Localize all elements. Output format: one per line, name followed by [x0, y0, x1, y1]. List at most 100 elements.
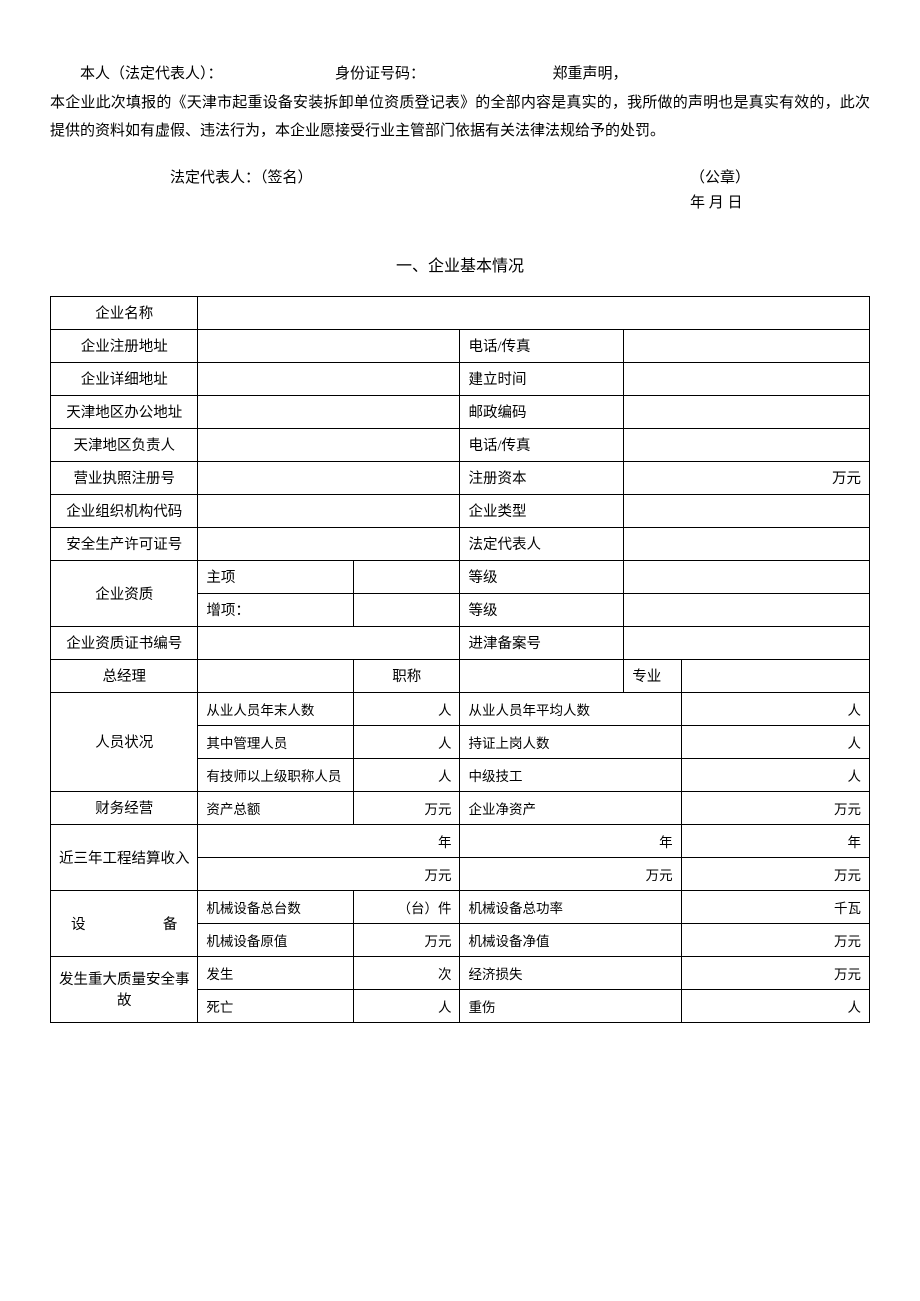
declaration-body: 本企业此次填报的《天津市起重设备安装拆卸单位资质登记表》的全部内容是真实的，我所…	[50, 89, 870, 146]
company-info-table: 企业名称 企业注册地址 电话/传真 企业详细地址 建立时间 天津地区办公地址 邮…	[50, 296, 870, 1023]
staff-avg-label: 从业人员年平均人数	[460, 692, 681, 725]
qual-add-value[interactable]	[354, 593, 460, 626]
equip-count-label: 机械设备总台数	[198, 890, 354, 923]
equip-origval-unit: 万元	[354, 923, 460, 956]
gm-major-value[interactable]	[681, 659, 869, 692]
staff-yearend-label: 从业人员年末人数	[198, 692, 354, 725]
company-type-label: 企业类型	[460, 494, 624, 527]
accident-occur-unit: 次	[354, 956, 460, 989]
signature-block: 法定代表人：（签名） （公章） 年 月 日	[50, 166, 870, 212]
personnel-label: 人员状况	[51, 692, 198, 791]
equip-count-unit: （台）件	[354, 890, 460, 923]
detail-address-value[interactable]	[198, 362, 460, 395]
cert-staff-unit: 人	[681, 725, 869, 758]
total-assets-unit: 万元	[354, 791, 460, 824]
decl-id-label: 身份证号码：	[335, 66, 425, 82]
accident-loss-label: 经济损失	[460, 956, 681, 989]
declaration-block: 本人（法定代表人）： 身份证号码： 郑重声明， 本企业此次填报的《天津市起重设备…	[50, 60, 870, 146]
net-assets-unit: 万元	[681, 791, 869, 824]
license-no-label: 营业执照注册号	[51, 461, 198, 494]
year3-amount: 万元	[681, 857, 869, 890]
accident-death-unit: 人	[354, 989, 460, 1022]
safety-permit-label: 安全生产许可证号	[51, 527, 198, 560]
cert-staff-label: 持证上岗人数	[460, 725, 681, 758]
accident-occur-label: 发生	[198, 956, 354, 989]
accident-death-label: 死亡	[198, 989, 354, 1022]
staff-avg-unit: 人	[681, 692, 869, 725]
year2-label: 年	[460, 824, 681, 857]
declaration-line1: 本人（法定代表人）： 身份证号码： 郑重声明，	[50, 60, 870, 89]
mid-tech-unit: 人	[681, 758, 869, 791]
qual-add-label: 增项：	[198, 593, 354, 626]
reg-address-value[interactable]	[198, 329, 460, 362]
decl-affirm: 郑重声明，	[553, 66, 628, 82]
equip-netval-label: 机械设备净值	[460, 923, 681, 956]
tianjin-resp-value[interactable]	[198, 428, 460, 461]
qual-main-value[interactable]	[354, 560, 460, 593]
decl-rep-label: 本人（法定代表人）：	[80, 66, 223, 82]
reg-address-label: 企业注册地址	[51, 329, 198, 362]
establish-time-label: 建立时间	[460, 362, 624, 395]
org-code-value[interactable]	[198, 494, 460, 527]
phone-fax2-value[interactable]	[624, 428, 870, 461]
phone-fax-value[interactable]	[624, 329, 870, 362]
qual-grade2-label: 等级	[460, 593, 624, 626]
company-name-value[interactable]	[198, 296, 870, 329]
senior-tech-unit: 人	[354, 758, 460, 791]
reg-capital-unit: 万元	[624, 461, 870, 494]
postcode-value[interactable]	[624, 395, 870, 428]
mgmt-staff-label: 其中管理人员	[198, 725, 354, 758]
gm-name-value[interactable]	[198, 659, 354, 692]
year1-label: 年	[198, 824, 460, 857]
three-year-income-label: 近三年工程结算收入	[51, 824, 198, 890]
org-code-label: 企业组织机构代码	[51, 494, 198, 527]
company-type-value[interactable]	[624, 494, 870, 527]
detail-address-label: 企业详细地址	[51, 362, 198, 395]
signature-seal: （公章）	[690, 166, 750, 187]
accident-injury-label: 重伤	[460, 989, 681, 1022]
equip-netval-unit: 万元	[681, 923, 869, 956]
equip-power-label: 机械设备总功率	[460, 890, 681, 923]
signature-date: 年 月 日	[50, 191, 743, 212]
tianjin-office-value[interactable]	[198, 395, 460, 428]
total-assets-label: 资产总额	[198, 791, 354, 824]
qual-main-label: 主项	[198, 560, 354, 593]
qual-grade1-value[interactable]	[624, 560, 870, 593]
jinjin-record-value[interactable]	[624, 626, 870, 659]
qual-cert-no-value[interactable]	[198, 626, 460, 659]
mgmt-staff-unit: 人	[354, 725, 460, 758]
signature-rep: 法定代表人：（签名）	[170, 166, 313, 187]
equipment-label: 设 备	[51, 890, 198, 956]
senior-tech-label: 有技师以上级职称人员	[198, 758, 354, 791]
gm-major-label: 专业	[624, 659, 681, 692]
phone-fax-label: 电话/传真	[460, 329, 624, 362]
safety-permit-value[interactable]	[198, 527, 460, 560]
qual-grade2-value[interactable]	[624, 593, 870, 626]
tianjin-resp-label: 天津地区负责人	[51, 428, 198, 461]
gm-title-label: 职称	[354, 659, 460, 692]
reg-capital-label: 注册资本	[460, 461, 624, 494]
section-title: 一、企业基本情况	[50, 252, 870, 276]
gm-label: 总经理	[51, 659, 198, 692]
license-no-value[interactable]	[198, 461, 460, 494]
tianjin-office-label: 天津地区办公地址	[51, 395, 198, 428]
mid-tech-label: 中级技工	[460, 758, 681, 791]
qual-cert-no-label: 企业资质证书编号	[51, 626, 198, 659]
year3-label: 年	[681, 824, 869, 857]
qual-grade1-label: 等级	[460, 560, 624, 593]
legal-rep-label: 法定代表人	[460, 527, 624, 560]
accident-label: 发生重大质量安全事故	[51, 956, 198, 1022]
finance-label: 财务经营	[51, 791, 198, 824]
accident-loss-unit: 万元	[681, 956, 869, 989]
qualification-label: 企业资质	[51, 560, 198, 626]
accident-injury-unit: 人	[681, 989, 869, 1022]
equip-origval-label: 机械设备原值	[198, 923, 354, 956]
staff-yearend-unit: 人	[354, 692, 460, 725]
year1-amount: 万元	[198, 857, 460, 890]
net-assets-label: 企业净资产	[460, 791, 681, 824]
gm-title-value[interactable]	[460, 659, 624, 692]
establish-time-value[interactable]	[624, 362, 870, 395]
company-name-label: 企业名称	[51, 296, 198, 329]
legal-rep-value[interactable]	[624, 527, 870, 560]
equip-power-unit: 千瓦	[681, 890, 869, 923]
